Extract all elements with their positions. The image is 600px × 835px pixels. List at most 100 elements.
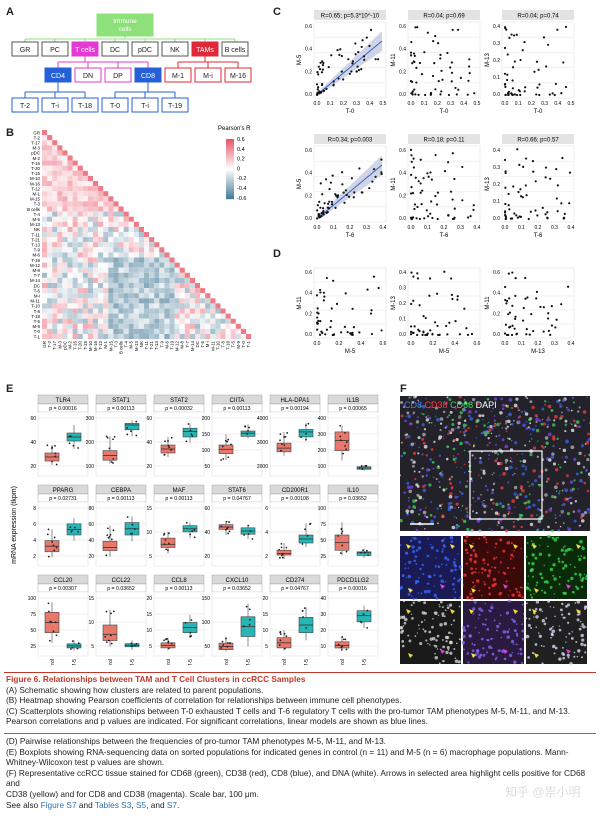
legend-cd38: CD38	[424, 400, 448, 410]
heatmap-col-label: M-2	[68, 341, 73, 349]
heatmap-scale-bar	[226, 184, 234, 186]
scatter-point	[413, 54, 416, 57]
scatter-point	[508, 36, 511, 39]
box-point	[307, 422, 310, 425]
scatter-point	[354, 42, 357, 45]
scatter-point	[369, 312, 373, 315]
tile-dot	[563, 552, 566, 556]
boxplot-ytick: 40	[320, 596, 326, 602]
heatmap-cell	[47, 257, 53, 263]
heatmap-cell	[52, 170, 58, 176]
scatter-point	[422, 315, 425, 318]
heatmap-cell	[72, 206, 78, 212]
cell-dot	[524, 495, 528, 499]
cell-dot	[476, 418, 480, 423]
box-point	[283, 444, 286, 447]
tile-dot	[561, 652, 565, 656]
heatmap-cell	[113, 216, 119, 222]
cell-dot	[455, 517, 458, 519]
heatmap-cell	[57, 272, 63, 278]
heatmap-cell	[42, 303, 48, 309]
heatmap-cell	[82, 247, 88, 253]
tile-dot	[399, 544, 402, 547]
heatmap-cell	[138, 328, 144, 334]
heatmap-cell	[128, 323, 134, 329]
tile-dot	[531, 651, 535, 655]
tile-dot	[538, 608, 542, 612]
tile-dot	[442, 548, 444, 551]
tile-dot	[478, 537, 480, 540]
cell-dot	[563, 460, 567, 464]
tile-dot	[443, 621, 448, 626]
heatmap-cell	[128, 303, 134, 309]
cell-dot	[490, 426, 493, 429]
scatter-point	[363, 58, 366, 61]
svg-text:T-2: T-2	[20, 103, 30, 110]
link-table-s5[interactable]: S5	[135, 799, 147, 810]
box-point	[47, 528, 50, 531]
cell-dot	[522, 459, 527, 464]
boxplot-ytick: 100	[28, 596, 37, 602]
heatmap-cell	[174, 288, 180, 294]
scatter-point	[522, 165, 525, 168]
cell-dot	[446, 416, 449, 419]
heatmap-scale-bar	[226, 185, 234, 187]
heatmap-scale-bar	[226, 196, 234, 198]
scatter-point	[330, 203, 334, 206]
box-point	[278, 644, 281, 646]
micro-main	[400, 396, 590, 531]
scatter-ylabel: M-11	[297, 296, 303, 310]
heatmap-cell	[42, 221, 48, 227]
heatmap-cell	[87, 313, 93, 319]
heatmap-cell	[82, 323, 88, 329]
heatmap-cell	[235, 328, 241, 334]
tile-dot	[438, 604, 440, 606]
cell-dot	[569, 480, 574, 484]
tile-dot	[513, 629, 517, 632]
box-point	[227, 456, 230, 459]
link-figure-s7[interactable]: Figure S7	[40, 799, 77, 810]
tile-dot	[535, 600, 540, 604]
cell-dot	[480, 469, 482, 471]
heatmap-cell	[62, 201, 68, 207]
heatmap-row-label: M-9	[32, 324, 40, 329]
tile-dot	[415, 597, 418, 600]
heatmap-cell	[47, 226, 53, 232]
box-point	[339, 424, 342, 427]
tile-dot	[502, 549, 506, 553]
box-point	[189, 533, 192, 536]
heatmap-cell	[67, 288, 73, 294]
heatmap-cell	[42, 232, 48, 238]
heatmap-cell	[82, 283, 88, 289]
box-point	[301, 610, 304, 612]
tile-dot	[463, 573, 467, 577]
heatmap-cell	[57, 170, 63, 176]
scatter-xtick: 0.6	[380, 341, 387, 347]
cell-dot	[447, 505, 451, 509]
heatmap-cell	[159, 323, 165, 329]
box-point	[228, 521, 230, 523]
heatmap-cell	[118, 277, 124, 283]
heatmap-row-label: T-18	[31, 314, 40, 319]
scatter-point	[412, 299, 415, 302]
heatmap-cell	[93, 288, 99, 294]
link-tables-s3[interactable]: Tables S3	[94, 799, 132, 810]
heatmap-cell	[42, 130, 48, 136]
tile-dot	[553, 606, 555, 608]
box-point	[280, 542, 283, 545]
heatmap-cell	[179, 277, 185, 283]
tile-dot	[446, 558, 450, 561]
heatmap-cell	[189, 303, 195, 309]
heatmap-cell	[67, 308, 73, 314]
heatmap-cell	[159, 334, 165, 340]
scatter-point	[412, 157, 415, 160]
tile-dot	[439, 600, 443, 604]
heatmap-cell	[149, 328, 155, 334]
link-table-s7[interactable]: S7	[166, 799, 178, 810]
heatmap-scale-tick: 0.2	[237, 157, 245, 163]
tile-dot	[567, 656, 570, 659]
heatmap-cell	[195, 283, 201, 289]
scatter-xtick: 0.3	[353, 101, 360, 107]
cell-dot	[520, 525, 524, 529]
heatmap-cell	[77, 298, 83, 304]
